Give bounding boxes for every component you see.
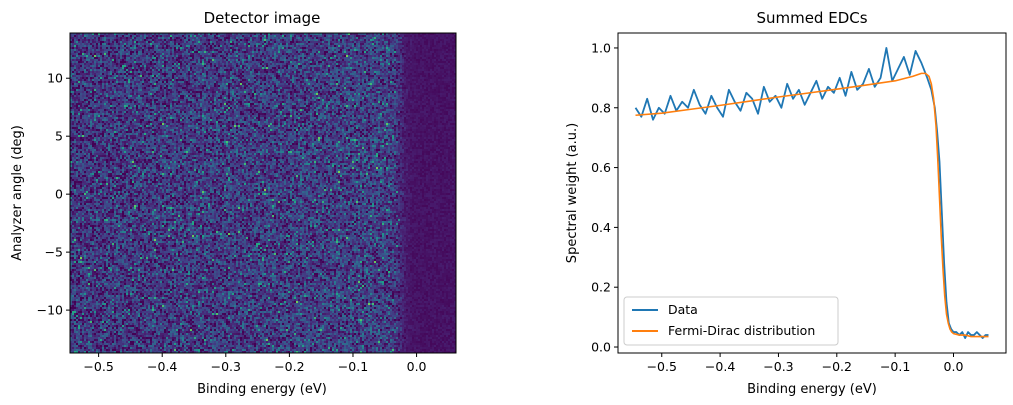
left-plot-frame <box>69 32 457 354</box>
series-line-data <box>634 47 989 339</box>
x-tick-label: 0.0 <box>944 359 964 374</box>
x-tick-label: −0.5 <box>83 359 113 374</box>
y-tick-label: 0.2 <box>591 280 611 295</box>
legend: Data Fermi-Dirac distribution <box>623 296 839 346</box>
x-tick-label: −0.1 <box>338 359 368 374</box>
x-tick-label: −0.4 <box>705 359 735 374</box>
right-x-ticks: −0.5 −0.4 −0.3 −0.2 −0.1 0.0 <box>647 353 964 374</box>
right-plot-frame <box>617 32 1007 354</box>
right-plot-lines <box>634 47 989 339</box>
legend-label-data: Data <box>668 302 698 317</box>
y-tick-label: −10 <box>37 303 63 318</box>
x-tick-label: −0.4 <box>147 359 177 374</box>
x-tick-label: −0.2 <box>274 359 304 374</box>
y-tick-label: 1.0 <box>591 40 611 55</box>
x-tick-label: −0.1 <box>880 359 910 374</box>
y-tick-label: −5 <box>45 245 63 260</box>
x-tick-label: −0.3 <box>763 359 793 374</box>
y-tick-label: 0 <box>55 187 63 202</box>
y-tick-label: 0.8 <box>591 100 611 115</box>
left-y-axis-label: Analyzer angle (deg) <box>10 125 25 261</box>
x-tick-label: −0.5 <box>647 359 677 374</box>
left-chart-title: Detector image <box>204 9 321 27</box>
x-tick-label: −0.3 <box>211 359 241 374</box>
y-tick-label: 0.0 <box>591 340 611 355</box>
right-chart-title: Summed EDCs <box>756 9 867 27</box>
series-line-fermi-dirac <box>635 72 989 338</box>
y-tick-label: 5 <box>55 129 63 144</box>
y-tick-label: 10 <box>47 71 63 86</box>
x-tick-label: −0.2 <box>822 359 852 374</box>
legend-label-fermi-dirac: Fermi-Dirac distribution <box>668 323 815 338</box>
heatmap-image <box>70 33 456 353</box>
x-tick-label: 0.0 <box>407 359 427 374</box>
left-x-ticks: −0.5 −0.4 −0.3 −0.2 −0.1 0.0 <box>83 353 427 374</box>
heatmap-pixels <box>70 33 456 353</box>
left-chart: Detector image −0.5 −0.4 −0.3 −0.2 −0.1 0.0 −… <box>10 9 457 397</box>
right-y-ticks: 0.0 0.2 0.4 0.6 0.8 1.0 <box>591 40 618 355</box>
right-y-axis-label: Spectral weight (a.u.) <box>565 123 580 263</box>
y-tick-label: 0.6 <box>591 160 611 175</box>
left-x-axis-label: Binding energy (eV) <box>197 382 327 397</box>
legend-box <box>623 296 839 346</box>
y-tick-label: 0.4 <box>591 220 611 235</box>
left-y-ticks: −10 −5 0 5 10 <box>37 71 70 318</box>
right-x-axis-label: Binding energy (eV) <box>747 382 877 397</box>
right-chart: Summed EDCs −0.5 −0.4 −0.3 −0.2 −0.1 0.0 0.00… <box>565 9 1007 397</box>
